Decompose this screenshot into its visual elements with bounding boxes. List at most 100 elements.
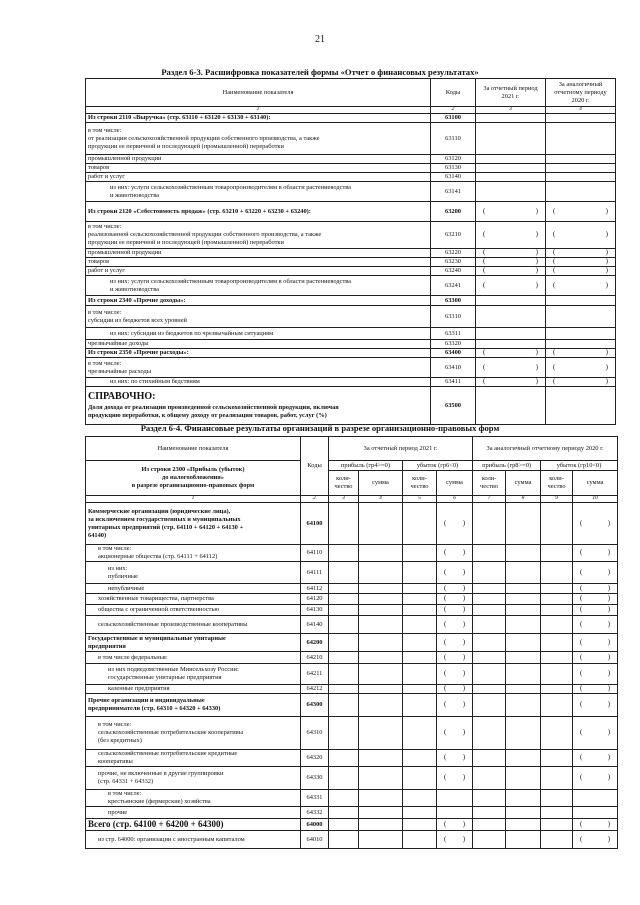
loss-sum-2020-cell[interactable] (572, 693, 619, 717)
profit-sum-2021-cell[interactable] (358, 615, 403, 634)
profit-sum-2020-cell[interactable] (505, 693, 542, 717)
previous-value-cell[interactable] (545, 266, 616, 276)
current-value-cell[interactable] (475, 248, 546, 258)
profit-sum-2021-cell[interactable] (358, 716, 403, 750)
loss-sum-2020-cell[interactable] (572, 830, 619, 850)
loss-qty-2021-cell[interactable] (402, 593, 437, 605)
previous-value-cell[interactable] (545, 172, 616, 182)
loss-sum-2021-cell[interactable] (435, 561, 474, 584)
profit-sum-2020-cell[interactable] (505, 604, 542, 616)
profit-sum-2020-cell[interactable] (505, 684, 542, 694)
loss-qty-2021-cell[interactable] (402, 766, 437, 790)
loss-sum-2020-cell[interactable] (572, 749, 619, 767)
profit-qty-2021-cell[interactable] (328, 615, 359, 634)
loss-qty-2021-cell[interactable] (402, 651, 437, 664)
current-value-cell[interactable] (475, 295, 546, 306)
current-value-cell[interactable] (475, 266, 546, 276)
current-value-cell[interactable] (475, 181, 546, 202)
profit-qty-2021-cell[interactable] (328, 830, 359, 850)
profit-qty-2020-cell[interactable] (472, 593, 507, 605)
profit-qty-2021-cell[interactable] (328, 651, 359, 664)
profit-sum-2021-cell[interactable] (358, 693, 403, 717)
loss-qty-2020-cell[interactable] (540, 766, 574, 790)
loss-qty-2020-cell[interactable] (540, 749, 574, 767)
current-value-cell[interactable] (475, 257, 546, 267)
loss-qty-2021-cell[interactable] (402, 615, 437, 634)
profit-qty-2021-cell[interactable] (328, 693, 359, 717)
loss-sum-2021-cell[interactable] (435, 604, 474, 616)
profit-qty-2021-cell[interactable] (328, 633, 359, 652)
previous-value-cell[interactable] (545, 339, 616, 349)
profit-qty-2021-cell[interactable] (328, 817, 359, 832)
loss-qty-2021-cell[interactable] (402, 806, 437, 819)
profit-sum-2021-cell[interactable] (358, 583, 403, 594)
loss-qty-2020-cell[interactable] (540, 561, 574, 584)
loss-qty-2021-cell[interactable] (402, 817, 437, 832)
profit-sum-2021-cell[interactable] (358, 663, 403, 685)
loss-qty-2020-cell[interactable] (540, 663, 574, 685)
profit-qty-2021-cell[interactable] (328, 766, 359, 790)
loss-sum-2021-cell[interactable] (435, 830, 474, 850)
loss-sum-2020-cell[interactable] (572, 663, 619, 685)
profit-sum-2021-cell[interactable] (358, 749, 403, 767)
loss-sum-2020-cell[interactable] (572, 817, 619, 832)
current-value-cell[interactable] (475, 154, 546, 164)
loss-sum-2021-cell[interactable] (435, 693, 474, 717)
profit-sum-2020-cell[interactable] (505, 806, 542, 819)
profit-sum-2020-cell[interactable] (505, 633, 542, 652)
current-value-cell[interactable] (475, 305, 546, 328)
profit-qty-2020-cell[interactable] (472, 615, 507, 634)
loss-qty-2021-cell[interactable] (402, 604, 437, 616)
loss-qty-2021-cell[interactable] (402, 716, 437, 750)
loss-sum-2020-cell[interactable] (572, 593, 619, 605)
current-value-cell[interactable] (475, 275, 546, 296)
profit-qty-2020-cell[interactable] (472, 651, 507, 664)
loss-sum-2021-cell[interactable] (435, 593, 474, 605)
loss-qty-2020-cell[interactable] (540, 789, 574, 807)
profit-sum-2020-cell[interactable] (505, 615, 542, 634)
profit-qty-2020-cell[interactable] (472, 806, 507, 819)
previous-value-cell[interactable] (545, 386, 616, 425)
loss-sum-2020-cell[interactable] (572, 604, 619, 616)
profit-sum-2020-cell[interactable] (505, 789, 542, 807)
profit-qty-2020-cell[interactable] (472, 561, 507, 584)
loss-sum-2021-cell[interactable] (435, 583, 474, 594)
loss-qty-2020-cell[interactable] (540, 604, 574, 616)
profit-sum-2021-cell[interactable] (358, 766, 403, 790)
loss-sum-2021-cell[interactable] (435, 789, 474, 807)
loss-qty-2020-cell[interactable] (540, 502, 574, 545)
profit-qty-2021-cell[interactable] (328, 502, 359, 545)
profit-sum-2021-cell[interactable] (358, 604, 403, 616)
profit-sum-2020-cell[interactable] (505, 544, 542, 562)
loss-qty-2020-cell[interactable] (540, 806, 574, 819)
loss-qty-2021-cell[interactable] (402, 684, 437, 694)
profit-qty-2020-cell[interactable] (472, 663, 507, 685)
profit-sum-2021-cell[interactable] (358, 684, 403, 694)
loss-sum-2020-cell[interactable] (572, 561, 619, 584)
loss-qty-2020-cell[interactable] (540, 716, 574, 750)
profit-sum-2021-cell[interactable] (358, 633, 403, 652)
profit-qty-2020-cell[interactable] (472, 633, 507, 652)
previous-value-cell[interactable] (545, 181, 616, 202)
profit-qty-2020-cell[interactable] (472, 766, 507, 790)
loss-qty-2020-cell[interactable] (540, 593, 574, 605)
profit-sum-2020-cell[interactable] (505, 817, 542, 832)
loss-sum-2021-cell[interactable] (435, 766, 474, 790)
loss-qty-2020-cell[interactable] (540, 693, 574, 717)
loss-sum-2021-cell[interactable] (435, 749, 474, 767)
loss-qty-2020-cell[interactable] (540, 544, 574, 562)
previous-value-cell[interactable] (545, 348, 616, 358)
previous-value-cell[interactable] (545, 357, 616, 378)
profit-qty-2020-cell[interactable] (472, 830, 507, 850)
profit-qty-2021-cell[interactable] (328, 544, 359, 562)
loss-sum-2021-cell[interactable] (435, 684, 474, 694)
current-value-cell[interactable] (475, 377, 546, 387)
profit-qty-2021-cell[interactable] (328, 789, 359, 807)
profit-sum-2021-cell[interactable] (358, 561, 403, 584)
profit-qty-2020-cell[interactable] (472, 583, 507, 594)
profit-qty-2021-cell[interactable] (328, 749, 359, 767)
profit-qty-2021-cell[interactable] (328, 604, 359, 616)
loss-sum-2021-cell[interactable] (435, 633, 474, 652)
profit-sum-2021-cell[interactable] (358, 593, 403, 605)
current-value-cell[interactable] (475, 172, 546, 182)
